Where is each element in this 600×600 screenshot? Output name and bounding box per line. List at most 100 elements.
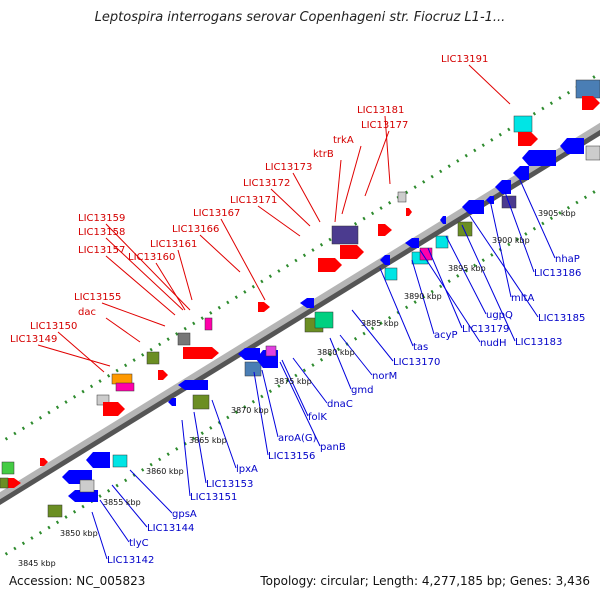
forward-gene-label: LIC13155 [74,292,121,303]
forward-leader-line [270,188,311,227]
gene-feature-17 [397,191,407,203]
gene-feature-48 [440,216,446,224]
reverse-leader-line [129,469,173,514]
reverse-gene-label: LIC13142 [107,555,154,566]
reverse-leader-line [253,371,269,456]
forward-leader-line [177,249,193,301]
reverse-leader-line [193,411,207,484]
reverse-gene-label: folK [308,412,327,423]
genome-backbone [0,122,600,505]
reverse-gene-label: LIC13170 [393,357,440,368]
reverse-gene-label: nudH [480,338,507,349]
forward-gene-label: LIC13160 [128,252,175,263]
position-label: 3850 kbp [60,529,98,538]
gene-feature-14 [331,225,359,245]
gene-feature-32 [178,380,208,390]
reverse-gene-label: LIC13153 [206,479,253,490]
forward-leader-line [220,218,266,301]
forward-gene-label: LIC13150 [30,321,77,332]
forward-gene-label: LIC13181 [357,105,404,116]
label-leaders [37,64,556,560]
reverse-gene-label: LIC13179 [462,324,509,335]
reverse-gene-label: tas [413,342,428,353]
reverse-leader-line [329,337,352,390]
forward-gene-label: dac [78,307,96,318]
gene-feature-4 [103,402,125,416]
forward-leader-line [105,237,184,311]
reverse-leader-line [427,247,463,329]
reverse-gene-label: nhaP [555,254,580,265]
forward-leader-line [257,205,301,237]
reverse-leader-line [211,399,237,469]
gene-feature-20 [518,132,538,146]
reverse-gene-label: dnaC [327,399,353,410]
reverse-leader-line [181,419,191,497]
reverse-gene-label: panB [320,442,346,453]
backbone-line [0,122,600,500]
forward-gene-label: LIC13171 [230,195,277,206]
forward-leader-line [468,64,511,105]
reverse-leader-line [111,484,148,528]
reverse-gene-label: ugpQ [486,310,513,321]
reverse-gene-labels: LIC13142 tlyC LIC13144 gpsA LIC13151 LIC13153… [107,254,585,566]
gene-feature-7 [146,351,160,365]
gene-feature-19 [513,115,533,133]
forward-gene-label: LIC13167 [193,208,240,219]
position-labels: 3845 kbp 3850 kbp 3855 kbp 3860 kbp 3865 kbp… [18,209,576,568]
gene-feature-8 [158,370,168,380]
reverse-leader-line [419,249,481,343]
reverse-leader-line [292,357,328,404]
forward-gene-labels: LIC13149LIC13150dacLIC13155LIC13157LIC13… [10,54,488,345]
forward-gene-label: LIC13158 [78,227,125,238]
position-label: 3875 kbp [274,377,312,386]
position-label: 3895 kbp [448,264,486,273]
forward-gene-label: LIC13172 [243,178,290,189]
gene-feature-16 [378,224,392,236]
forward-leader-line [384,115,391,185]
position-label: 3855 kbp [103,498,141,507]
reverse-leader-line [504,191,535,273]
gene-features [0,79,600,518]
position-label: 3890 kbp [404,292,442,301]
map-title: Leptospira interrogans serovar Copenhage… [94,10,506,25]
forward-leader-line [105,255,176,316]
reverse-leader-line [339,334,373,376]
gene-feature-12 [258,302,270,312]
position-label: 3845 kbp [18,559,56,568]
gene-feature-33 [192,394,210,410]
forward-leader-line [334,159,342,223]
reverse-gene-label: LIC13151 [190,492,237,503]
forward-leader-line [364,130,390,197]
forward-leader-line [105,317,141,343]
forward-gene-label: ktrB [313,149,334,160]
position-label: 3905 kbp [538,209,576,218]
forward-gene-label: LIC13166 [172,224,219,235]
reverse-gene-label: gpsA [172,509,197,520]
gene-feature-39 [314,311,334,329]
reverse-gene-label: LIC13185 [538,313,585,324]
gene-feature-13 [318,258,342,272]
forward-gene-label: LIC13149 [10,334,57,345]
forward-leader-line [101,302,166,327]
reverse-gene-label: lpxA [236,464,258,475]
gene-feature-54 [522,150,556,166]
gene-feature-21 [575,79,600,99]
reverse-gene-label: aroA(G) [278,433,317,444]
gene-feature-28 [79,479,95,493]
position-label: 3885 kbp [361,319,399,328]
gene-feature-30 [112,454,128,468]
reverse-gene-label: LIC13144 [147,523,194,534]
forward-tick-track [0,71,600,445]
forward-gene-label: LIC13191 [441,54,488,65]
forward-gene-label: LIC13173 [265,162,312,173]
gene-feature-31 [168,398,176,406]
reverse-leader-line [445,235,487,315]
gene-feature-46 [435,235,449,249]
gene-feature-41 [380,255,390,265]
gene-feature-47 [457,221,473,237]
reverse-leader-line [281,359,309,417]
forward-gene-label: LIC13177 [361,120,408,131]
accession-text: Accession: NC_005823 [9,574,146,588]
position-label: 3865 kbp [189,436,227,445]
